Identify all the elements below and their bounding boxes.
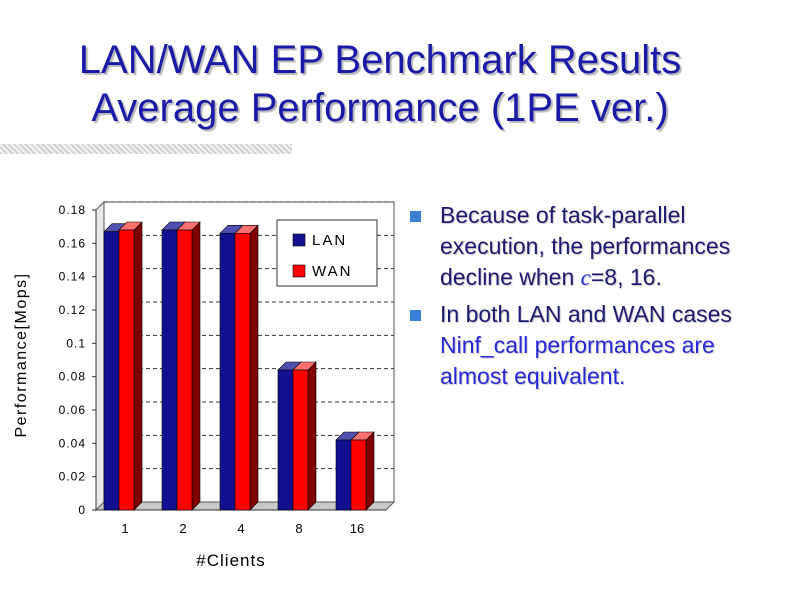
x-tick-label: 4 <box>237 521 244 536</box>
bar-lan-8 <box>277 369 294 511</box>
bullet-1-tail: =8, 16. <box>590 264 662 290</box>
x-tick-label: 2 <box>179 521 186 536</box>
bar-lan-4 <box>219 233 236 511</box>
bar-wan-4 <box>234 233 251 511</box>
bar-lan-16 <box>335 439 352 511</box>
y-tick-label: 0.08 <box>59 370 86 384</box>
x-tick-label: 16 <box>350 521 364 536</box>
legend-label-wan: WAN <box>312 263 352 280</box>
bullet-1-text: Because of task-parallel execution, the … <box>440 202 731 290</box>
y-tick-label: 0.18 <box>59 203 86 217</box>
bullet-item-1: Because of task-parallel execution, the … <box>410 200 780 293</box>
bullet-2-highlight: Ninf_call performances are almost equiva… <box>440 332 715 389</box>
bar-wan-16 <box>350 439 367 511</box>
legend-swatch-lan <box>292 233 306 247</box>
bullet-1-variable: c <box>580 265 591 290</box>
bar-wan-2-side <box>191 221 201 511</box>
y-tick-label: 0.12 <box>59 303 86 317</box>
x-tick-label: 8 <box>295 521 302 536</box>
y-axis-label: Performance[Mops] <box>13 272 30 437</box>
y-tick-label: 0.04 <box>59 436 86 450</box>
y-tick-label: 0.02 <box>59 470 86 484</box>
square-bullet-icon <box>410 310 421 321</box>
title-divider <box>0 144 292 154</box>
bullet-item-2: In both LAN and WAN cases Ninf_call perf… <box>410 299 780 392</box>
bar-wan-1-side <box>133 221 143 511</box>
bullet-2-prefix: In both LAN and WAN cases <box>440 301 732 327</box>
x-tick-label: 1 <box>121 521 128 536</box>
y-tick-label: 0.14 <box>59 270 86 284</box>
y-tick-label: 0.1 <box>66 336 86 350</box>
slide-title-line2: Average Performance (1PE ver.) <box>91 86 669 130</box>
slide-title-line1: LAN/WAN EP Benchmark Results <box>78 38 682 82</box>
square-bullet-icon <box>410 211 421 222</box>
bar-wan-16-side <box>365 431 375 511</box>
plot-side-wall <box>95 200 105 512</box>
legend-swatch-wan <box>292 264 306 278</box>
bar-wan-8-side <box>307 361 317 511</box>
bar-wan-8 <box>292 369 309 511</box>
bar-lan-2 <box>161 229 178 511</box>
bar-chart: 0 0.02 0.04 0.06 0.08 0.1 0.12 0.14 0.16 0.18 1 2 4 8… <box>13 200 396 570</box>
y-tick-label: 0 <box>78 503 86 517</box>
bar-wan-4-side <box>249 224 259 511</box>
bullet-list: Because of task-parallel execution, the … <box>410 200 780 398</box>
bar-lan-1 <box>103 231 120 511</box>
y-tick-label: 0.06 <box>59 403 86 417</box>
bar-wan-2 <box>176 229 193 511</box>
y-tick-label: 0.16 <box>59 236 86 250</box>
legend-label-lan: LAN <box>312 232 347 249</box>
x-axis-label: #Clients <box>196 551 265 570</box>
bar-wan-1 <box>118 229 135 511</box>
